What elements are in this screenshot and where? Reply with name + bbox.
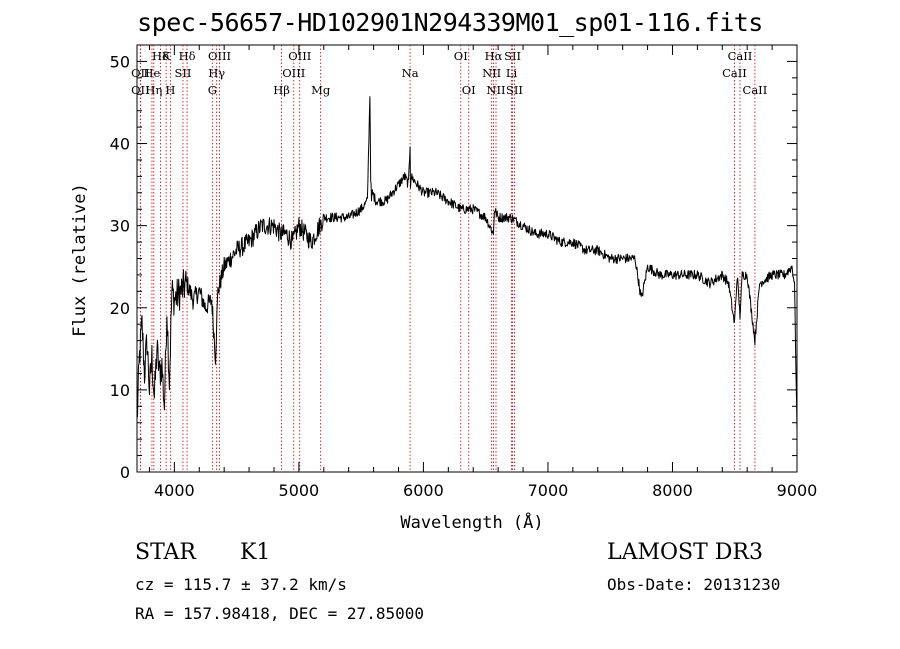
spectral-line-label-12: OIII xyxy=(288,49,311,63)
spectral-line-label-17: OI xyxy=(454,49,468,63)
x-tick-label-2: 6000 xyxy=(403,481,444,500)
spectral-line-label-24: SII xyxy=(506,83,523,97)
x-tick-label-3: 7000 xyxy=(528,481,569,500)
object-type: STAR xyxy=(135,540,196,565)
spectral-line-label-23: NII xyxy=(486,83,505,97)
spectral-line-label-3: OII xyxy=(131,66,150,80)
x-tick-label-1: 5000 xyxy=(279,481,320,500)
y-tick-label-2: 20 xyxy=(110,299,130,318)
spectral-line-label-5: SII xyxy=(174,66,191,80)
spectral-line-label-13: OIII xyxy=(282,66,305,80)
spectral-line-label-27: CaII xyxy=(743,83,768,97)
plot-frame xyxy=(136,44,798,473)
spectral-line-label-21: NII xyxy=(482,66,501,80)
spectral-line-label-8: OII xyxy=(131,83,150,97)
coordinates-text: RA = 157.98418, DEC = 27.85000 xyxy=(135,604,424,623)
spectral-line-label-11: G xyxy=(208,83,217,97)
y-tick-label-0: 0 xyxy=(120,463,130,482)
series-line-flux xyxy=(136,96,798,431)
survey-name: LAMOST DR3 xyxy=(607,540,763,565)
spectral-line-label-0: Hδ xyxy=(152,49,169,63)
y-axis-label: Flux (relative) xyxy=(70,183,90,337)
spectral-line-label-18: OI xyxy=(462,83,476,97)
spectral-line-label-26: CaII xyxy=(722,66,747,80)
chart-title: spec-56657-HD102901N294339M01_sp01-116.f… xyxy=(137,8,763,37)
spectral-line-label-10: H xyxy=(165,83,175,97)
y-tick-label-5: 50 xyxy=(110,52,130,71)
redshift-text: cz = 115.7 ± 37.2 km/s xyxy=(135,575,347,594)
spectral-line-label-2: Hδ xyxy=(179,49,196,63)
spectral-line-label-15: Mg xyxy=(311,83,331,97)
spectral-line-label-25: CaII xyxy=(728,49,753,63)
spectral-line-label-14: Hβ xyxy=(273,83,290,97)
y-tick-label-1: 10 xyxy=(110,381,130,400)
spectral-line-label-20: SII xyxy=(504,49,521,63)
spectral-line-label-4: He xyxy=(144,66,161,80)
spectral-line-label-19: Hα xyxy=(485,49,503,63)
x-axis-label: Wavelength (Å) xyxy=(400,511,543,533)
x-tick-label-5: 9000 xyxy=(777,481,818,500)
spectral-line-label-6: OIII xyxy=(208,49,231,63)
x-tick-label-0: 4000 xyxy=(154,481,195,500)
spectral-line-label-9: Hη xyxy=(145,83,162,97)
spectral-line-label-16: Na xyxy=(402,66,419,80)
y-tick-label-4: 40 xyxy=(110,135,130,154)
x-tick-label-4: 8000 xyxy=(652,481,693,500)
spectral-line-label-7: Hγ xyxy=(208,66,225,80)
object-subclass: K1 xyxy=(240,540,271,565)
obs-date-text: Obs-Date: 20131230 xyxy=(607,575,781,594)
spectral-line-label-1: K xyxy=(162,49,171,63)
spectral-line-label-22: Li xyxy=(506,66,518,80)
y-tick-label-3: 30 xyxy=(110,217,130,236)
